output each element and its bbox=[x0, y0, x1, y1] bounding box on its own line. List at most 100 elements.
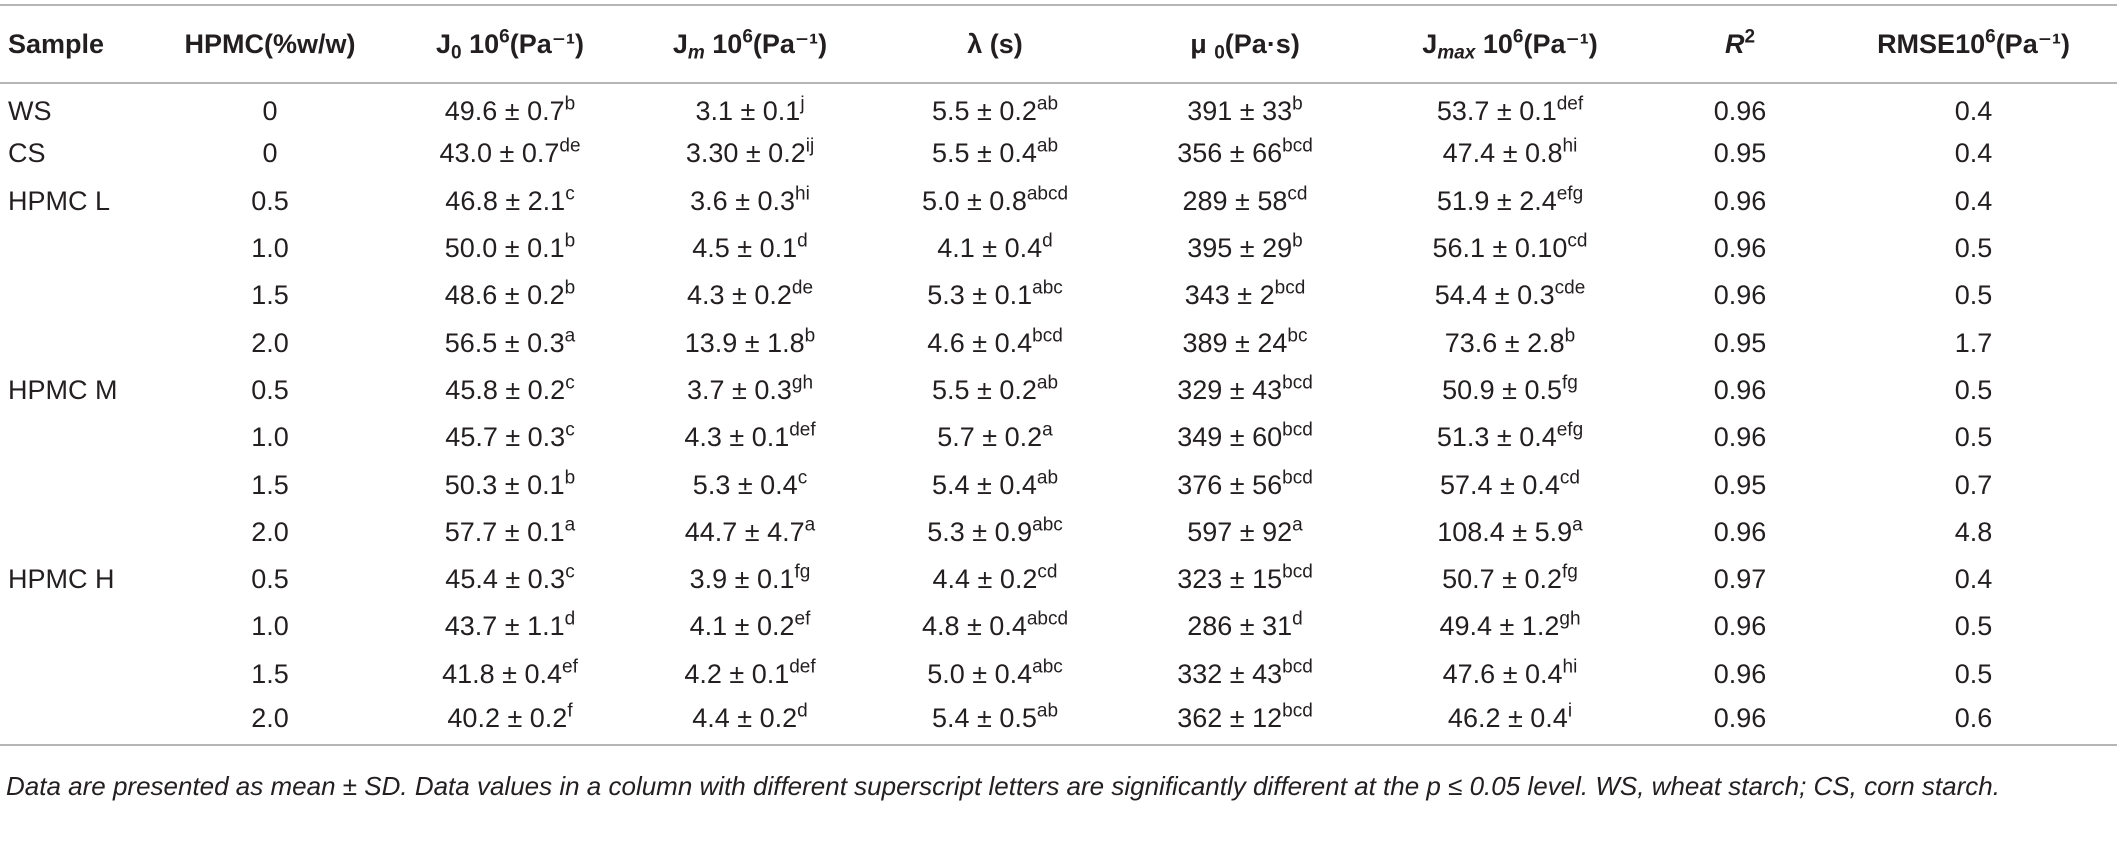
cell-value: 332 ± 43 bbox=[1177, 658, 1283, 689]
cell-sample bbox=[0, 272, 150, 319]
cell-value: 343 ± 2 bbox=[1184, 280, 1275, 311]
column-header-rmse: RMSE106(Pa⁻¹) bbox=[1830, 4, 2117, 84]
cell-lambda: 5.5 ± 0.4ab bbox=[870, 130, 1120, 177]
table-row: CS 0 43.0 ± 0.7de 3.30 ± 0.2ij 5.5 ± 0.4ab 35… bbox=[0, 130, 2117, 177]
significance-letters: abc bbox=[1032, 277, 1063, 299]
significance-letters: abcd bbox=[1026, 183, 1069, 205]
cell-value: 46.2 ± 0.4 bbox=[1447, 702, 1568, 733]
cell-value: 49.4 ± 1.2 bbox=[1439, 611, 1560, 642]
cell-lambda: 5.5 ± 0.2ab bbox=[870, 83, 1120, 130]
significance-letters: ij bbox=[805, 136, 815, 157]
cell-value: 395 ± 29 bbox=[1187, 233, 1293, 264]
header-text: (Pa·s) bbox=[1224, 28, 1300, 59]
cell-hpmc: 0.5 bbox=[251, 564, 289, 595]
cell-lambda: 5.7 ± 0.2a bbox=[870, 414, 1120, 461]
cell-r2: 0.96 bbox=[1713, 516, 1767, 547]
cell-rmse: 0.4 bbox=[1954, 564, 1993, 595]
cell-rmse: 0.5 bbox=[1954, 233, 1993, 264]
cell-value: 49.6 ± 0.7 bbox=[444, 95, 565, 126]
cell-mu0: 597 ± 92a bbox=[1120, 509, 1370, 556]
cell-value: 5.5 ± 0.2 bbox=[931, 374, 1037, 405]
cell-r2: 0.96 bbox=[1713, 374, 1767, 405]
cell-lambda: 4.1 ± 0.4d bbox=[870, 225, 1120, 272]
cell-sample bbox=[0, 509, 150, 556]
cell-lambda: 5.0 ± 0.4abc bbox=[870, 651, 1120, 698]
cell-jmax: 46.2 ± 0.4i bbox=[1370, 697, 1650, 747]
significance-letters: b bbox=[564, 230, 576, 252]
cell-value: 50.7 ± 0.2 bbox=[1442, 564, 1563, 595]
significance-letters: def bbox=[789, 656, 816, 678]
cell-mu0: 343 ± 2bcd bbox=[1120, 272, 1370, 319]
header-text: μ bbox=[1190, 28, 1215, 59]
significance-letters: de bbox=[559, 136, 581, 157]
cell-value: 5.7 ± 0.2 bbox=[937, 422, 1043, 453]
cell-j0: 49.6 ± 0.7b bbox=[390, 83, 630, 130]
cell-j0: 45.7 ± 0.3c bbox=[390, 414, 630, 461]
cell-mu0: 329 ± 43bcd bbox=[1120, 367, 1370, 414]
cell-sample bbox=[0, 225, 150, 272]
cell-jmax: 47.6 ± 0.4hi bbox=[1370, 651, 1650, 698]
cell-value: 5.4 ± 0.4 bbox=[931, 469, 1037, 500]
cell-rmse: 4.8 bbox=[1954, 516, 1993, 547]
header-subscript: 0 bbox=[1214, 42, 1225, 64]
significance-letters: bcd bbox=[1282, 372, 1313, 394]
significance-letters: def bbox=[1556, 93, 1584, 115]
cell-lambda: 5.3 ± 0.1abc bbox=[870, 272, 1120, 319]
header-unit: (Pa⁻¹) bbox=[752, 28, 828, 59]
significance-letters: bcd bbox=[1282, 419, 1313, 441]
significance-letters: ab bbox=[1036, 700, 1059, 722]
significance-letters: d bbox=[1042, 230, 1053, 252]
significance-letters: c bbox=[565, 372, 575, 394]
cell-jmax: 108.4 ± 5.9a bbox=[1370, 509, 1650, 556]
significance-letters: hi bbox=[1562, 136, 1578, 157]
table-row: HPMC M 0.5 45.8 ± 0.2c 3.7 ± 0.3gh 5.5 ± 0.2… bbox=[0, 367, 2117, 414]
cell-value: 5.0 ± 0.4 bbox=[927, 658, 1033, 689]
header-unit: (Pa⁻¹) bbox=[1995, 28, 2070, 59]
table-row: 1.5 48.6 ± 0.2b 4.3 ± 0.2de 5.3 ± 0.1abc 343… bbox=[0, 272, 2117, 319]
cell-mu0: 289 ± 58cd bbox=[1120, 178, 1370, 225]
cell-rmse: 1.7 bbox=[1954, 327, 1993, 358]
cell-value: 53.7 ± 0.1 bbox=[1436, 95, 1557, 126]
cell-lambda: 5.3 ± 0.9abc bbox=[870, 509, 1120, 556]
cell-value: 356 ± 66 bbox=[1177, 138, 1283, 169]
cell-mu0: 395 ± 29b bbox=[1120, 225, 1370, 272]
significance-letters: bcd bbox=[1282, 136, 1313, 157]
cell-value: 5.4 ± 0.5 bbox=[931, 702, 1037, 733]
header-text: 10 bbox=[461, 28, 500, 59]
cell-value: 44.7 ± 4.7 bbox=[684, 516, 805, 547]
cell-value: 286 ± 31 bbox=[1187, 611, 1293, 642]
table-row: 2.0 40.2 ± 0.2f 4.4 ± 0.2d 5.4 ± 0.5ab 362 ±… bbox=[0, 697, 2117, 747]
cell-value: 73.6 ± 2.8 bbox=[1444, 327, 1565, 358]
cell-value: 362 ± 12 bbox=[1177, 702, 1283, 733]
cell-value: 4.4 ± 0.2 bbox=[932, 564, 1038, 595]
cell-r2: 0.96 bbox=[1713, 280, 1767, 311]
cell-value: 47.6 ± 0.4 bbox=[1442, 658, 1563, 689]
significance-letters: abc bbox=[1032, 656, 1063, 678]
header-unit: (Pa⁻¹) bbox=[509, 28, 584, 59]
significance-letters: c bbox=[565, 419, 575, 441]
significance-letters: fg bbox=[794, 561, 811, 583]
significance-letters: bc bbox=[1287, 325, 1308, 347]
cell-sample bbox=[0, 461, 150, 508]
cell-value: 4.4 ± 0.2 bbox=[692, 702, 798, 733]
cell-value: 40.2 ± 0.2 bbox=[447, 702, 568, 733]
cell-rmse: 0.5 bbox=[1954, 280, 1993, 311]
cell-jm: 4.2 ± 0.1def bbox=[630, 651, 870, 698]
cell-value: 597 ± 92 bbox=[1187, 516, 1293, 547]
column-header-mu0: μ 0(Pa·s) bbox=[1120, 4, 1370, 84]
cell-hpmc: 1.0 bbox=[251, 611, 289, 642]
cell-value: 5.3 ± 0.9 bbox=[927, 516, 1033, 547]
header-text: J bbox=[1422, 28, 1438, 59]
cell-value: 51.3 ± 0.4 bbox=[1436, 422, 1557, 453]
significance-letters: b bbox=[1292, 93, 1303, 115]
significance-letters: ab bbox=[1036, 467, 1059, 489]
cell-rmse: 0.5 bbox=[1954, 611, 1993, 642]
cell-hpmc: 0 bbox=[262, 95, 278, 126]
significance-letters: cd bbox=[1567, 230, 1588, 252]
cell-value: 4.6 ± 0.4 bbox=[927, 327, 1033, 358]
cell-jm: 4.3 ± 0.2de bbox=[630, 272, 870, 319]
significance-letters: b bbox=[1564, 325, 1576, 347]
cell-rmse: 0.5 bbox=[1954, 374, 1993, 405]
cell-sample bbox=[0, 319, 150, 366]
